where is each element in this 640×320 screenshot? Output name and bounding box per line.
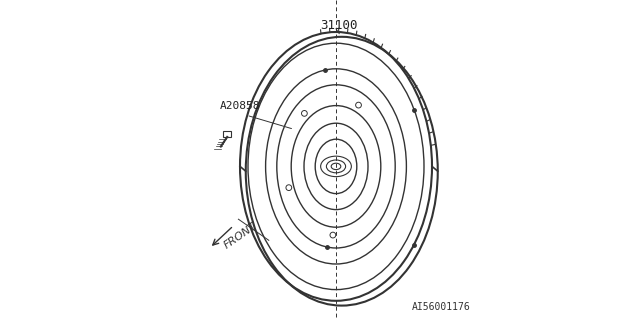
Text: FRONT: FRONT xyxy=(223,220,259,250)
Text: 31100: 31100 xyxy=(321,19,358,32)
Text: AI56001176: AI56001176 xyxy=(412,302,470,312)
Text: A20858: A20858 xyxy=(220,100,260,111)
Bar xyxy=(223,131,231,137)
